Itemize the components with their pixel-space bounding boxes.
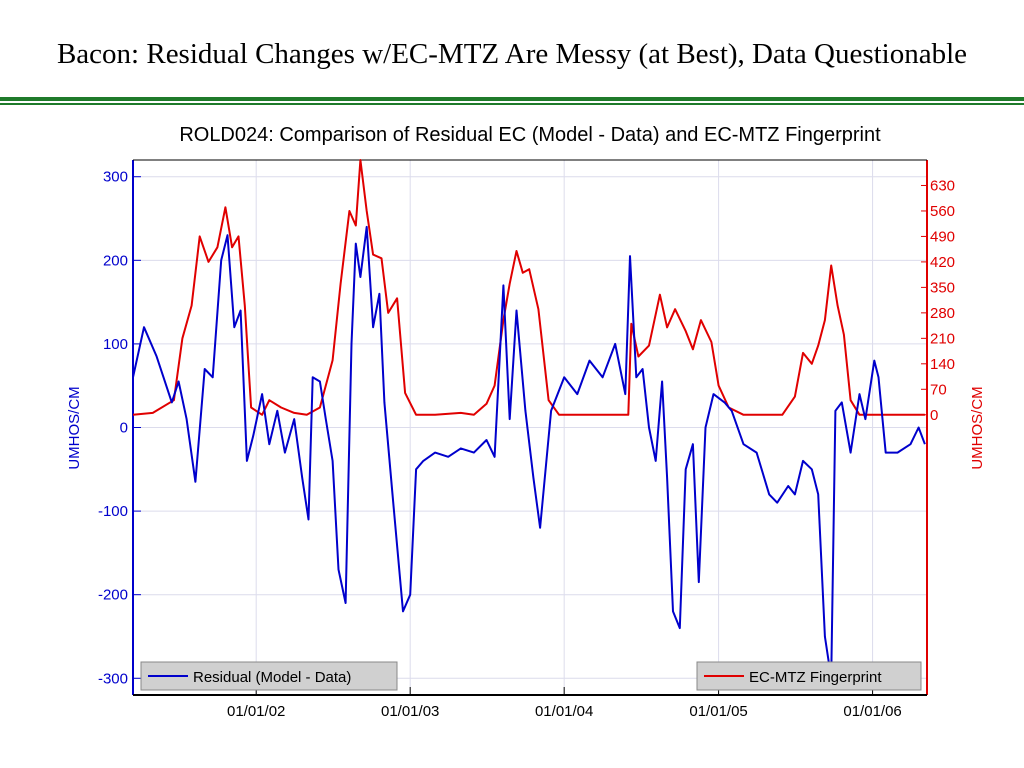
left-tick-label: 200 <box>103 252 128 269</box>
legend-residual: Residual (Model - Data) <box>140 661 398 691</box>
right-tick-label: 630 <box>930 177 955 194</box>
legend-fingerprint-label: EC-MTZ Fingerprint <box>749 669 882 686</box>
right-tick-label: 280 <box>930 305 955 322</box>
x-tick-label: 01/01/04 <box>535 703 593 720</box>
right-axis-ticks: 630 560 490 420 350 280 210 140 70 0 <box>921 177 955 424</box>
x-tick-label: 01/01/06 <box>843 703 901 720</box>
right-tick-label: 140 <box>930 356 955 373</box>
chart-title: ROLD024: Comparison of Residual EC (Mode… <box>179 124 881 146</box>
left-axis-ticks: 300 200 100 0 -100 -200 -300 <box>98 169 141 687</box>
residual-series-line <box>132 225 926 680</box>
series-layer <box>132 159 926 680</box>
left-axis-label: UMHOS/CM <box>66 386 83 469</box>
title-rule-thin <box>0 103 1024 105</box>
right-axis-label: UMHOS/CM <box>969 386 986 469</box>
title-rule-thick <box>0 97 1024 101</box>
right-tick-label: 0 <box>930 407 938 424</box>
left-tick-label: 0 <box>120 420 128 437</box>
x-axis-ticks: 01/01/02 01/01/03 01/01/04 01/01/05 01/01/06 <box>227 687 902 720</box>
right-tick-label: 560 <box>930 203 955 220</box>
x-tick-label: 01/01/05 <box>689 703 747 720</box>
right-tick-label: 420 <box>930 254 955 271</box>
grid-lines <box>133 160 927 695</box>
left-tick-label: -200 <box>98 587 128 604</box>
legend-fingerprint: EC-MTZ Fingerprint <box>696 661 922 691</box>
x-tick-label: 01/01/03 <box>381 703 439 720</box>
right-tick-label: 70 <box>930 381 947 398</box>
legend-residual-label: Residual (Model - Data) <box>193 669 351 686</box>
left-tick-label: 300 <box>103 169 128 186</box>
left-tick-label: -300 <box>98 670 128 687</box>
right-tick-label: 490 <box>930 228 955 245</box>
fingerprint-series-line <box>132 159 925 416</box>
right-tick-label: 350 <box>930 279 955 296</box>
left-tick-label: 100 <box>103 336 128 353</box>
x-tick-label: 01/01/02 <box>227 703 285 720</box>
right-tick-label: 210 <box>930 330 955 347</box>
slide-title: Bacon: Residual Changes w/EC-MTZ Are Mes… <box>56 38 968 70</box>
left-tick-label: -100 <box>98 503 128 520</box>
